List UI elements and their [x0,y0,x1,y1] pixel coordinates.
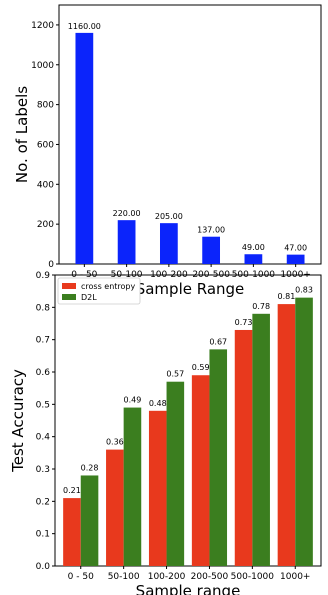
d2l-bar [209,349,228,566]
bar-value-label: 220.00 [113,209,141,218]
cross-entropy-bar [191,375,210,566]
bar [286,254,305,264]
bar [159,223,178,264]
plot-frame [58,4,322,265]
bar-value-label: 0.78 [252,302,270,311]
y-tick-label: 1000 [31,61,54,71]
legend-swatch [62,294,76,300]
d2l-bar [166,381,185,566]
bar-value-label: 0.48 [149,399,167,408]
bar-value-label: 0.67 [209,337,227,346]
y-axis-label: No. of Labels [13,86,31,183]
bar-value-label: 0.28 [81,463,99,472]
y-tick-label: 0.3 [36,465,50,475]
cross-entropy-bar [106,449,124,566]
x-tick-label: 500-1000 [231,572,275,582]
x-tick-label: 100-200 [148,572,186,582]
y-tick-label: 600 [37,140,54,150]
y-tick-label: 0.1 [36,530,50,540]
bar-value-label: 137.00 [197,226,225,235]
y-tick-label: 800 [37,101,54,111]
bar-value-label: 205.00 [155,212,183,221]
x-tick-label: 50-100 [108,572,140,582]
y-tick-label: 0.2 [36,497,50,507]
x-tick-label: 200-500 [191,572,229,582]
y-axis-label: Test Accuracy [9,369,27,473]
bar-value-label: 0.57 [166,370,184,379]
legend-label: D2L [81,293,97,302]
bar-value-label: 49.00 [242,243,265,252]
y-tick-label: 1200 [31,21,54,31]
x-axis-label: Sample Range [136,280,245,298]
bar-value-label: 0.21 [63,486,81,495]
bar-value-label: 1160.00 [68,22,101,31]
y-tick-label: 0.0 [36,562,51,572]
d2l-bar [295,297,313,566]
y-tick-label: 200 [37,220,54,230]
cross-entropy-bar [277,304,296,566]
y-tick-label: 0.4 [36,433,51,443]
d2l-bar [123,407,142,566]
bar-value-label: 0.36 [106,438,124,447]
legend-box [57,277,141,305]
d2l-bar [252,313,270,566]
x-tick-label: 1000+ [280,572,310,582]
plot-frame [54,274,322,567]
bar-value-label: 0.83 [295,286,313,295]
bar-value-label: 0.49 [124,396,142,405]
bar-value-label: 0.59 [192,363,210,372]
bar-value-label: 0.81 [278,292,296,301]
bar-value-label: 47.00 [284,244,307,253]
y-tick-label: 0.6 [36,368,51,378]
x-axis-label: Sample range [136,582,241,595]
y-tick-label: 0.9 [36,271,51,281]
cross-entropy-bar [148,410,167,566]
bar [202,236,221,264]
bar [75,32,94,265]
y-tick-label: 0.8 [36,303,51,313]
y-tick-label: 0 [48,260,54,270]
x-tick-label: 0 - 50 [68,572,94,582]
legend-label: cross entropy [81,282,136,291]
cross-entropy-bar [234,329,253,566]
legend: cross entropy D2L [57,277,141,305]
d2l-bar [80,475,99,566]
bar-value-label: 0.73 [235,318,253,327]
test-accuracy-chart: 0.0 0.1 0.2 0.3 0.4 0.5 0.6 0.7 0.8 0.9 0 - 50 50-1… [9,271,322,595]
legend-swatch [62,283,76,289]
y-tick-label: 400 [37,180,54,190]
cross-entropy-bar [63,498,81,566]
bar [244,254,263,264]
bar [117,220,136,264]
y-tick-label: 0.7 [36,336,50,346]
y-tick-label: 0.5 [36,400,50,410]
